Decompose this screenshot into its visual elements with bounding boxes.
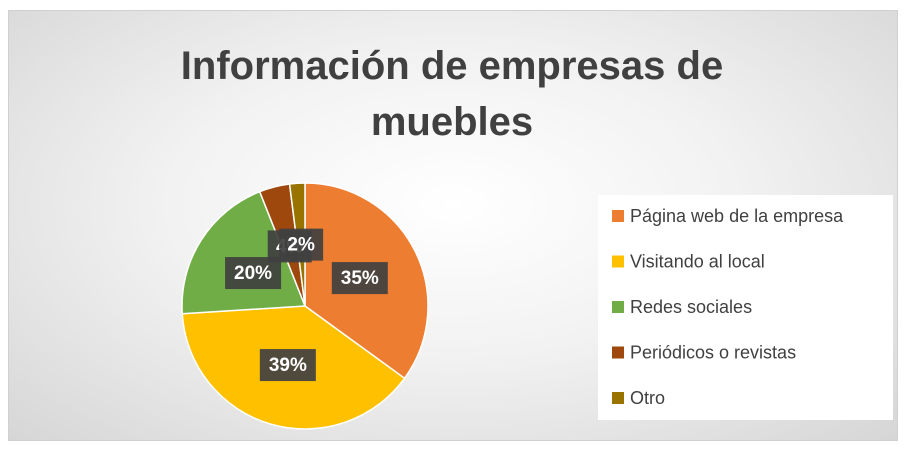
legend-swatch — [612, 392, 624, 404]
legend-box — [598, 195, 893, 420]
legend-label: Página web de la empresa — [630, 206, 844, 226]
chart-title: Información de empresas de muebles — [180, 44, 724, 144]
data-label-box — [331, 262, 388, 295]
data-label: 39% — [269, 355, 307, 376]
legend-swatch — [612, 210, 624, 222]
data-label: 35% — [341, 268, 379, 289]
legend-label: Redes sociales — [630, 297, 752, 317]
legend-swatch — [612, 301, 624, 313]
data-label-box — [279, 228, 324, 261]
data-label: 20% — [234, 263, 272, 284]
legend-swatch — [612, 255, 624, 268]
legend-label: Visitando al local — [630, 251, 765, 271]
data-label: 2% — [287, 235, 315, 256]
legend-swatch — [612, 346, 624, 359]
legend-label: Otro — [630, 388, 665, 408]
legend-label: Periódicos o revistas — [630, 342, 796, 362]
data-label-box — [259, 349, 316, 382]
